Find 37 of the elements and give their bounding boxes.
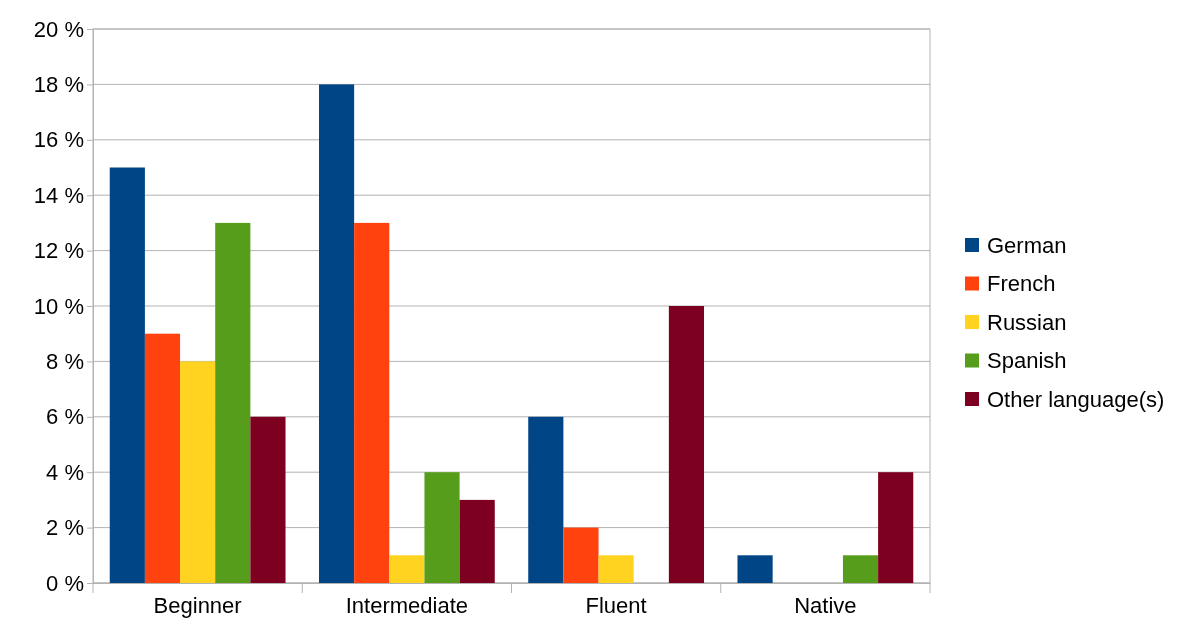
bar — [878, 472, 914, 583]
legend-label: German — [987, 232, 1067, 258]
bar — [563, 527, 599, 583]
x-tick-label: Fluent — [585, 592, 647, 618]
y-tick-label: 8 % — [46, 348, 84, 374]
bar — [668, 306, 705, 583]
legend-label: Spanish — [987, 348, 1067, 374]
y-tick-label: 0 % — [46, 570, 84, 596]
legend-label: Other language(s) — [987, 386, 1165, 412]
bar — [737, 555, 773, 583]
bar — [215, 222, 251, 583]
bar — [424, 472, 460, 583]
y-tick-label: 6 % — [46, 404, 84, 430]
y-tick-label: 16 % — [33, 127, 84, 153]
bar — [842, 555, 879, 583]
bar — [354, 222, 390, 583]
y-tick-label: 10 % — [33, 293, 84, 319]
bar — [459, 499, 495, 583]
y-tick-label: 4 % — [46, 459, 84, 485]
x-tick-label: Native — [794, 592, 857, 618]
y-tick-label: 12 % — [33, 238, 84, 264]
x-tick-label: Beginner — [153, 592, 242, 618]
bar — [180, 361, 216, 583]
bar — [144, 333, 181, 583]
bar — [528, 416, 564, 583]
legend-label: Russian — [987, 309, 1067, 335]
bar — [318, 84, 355, 583]
y-tick-label: 18 % — [33, 71, 84, 97]
legend-label: French — [987, 271, 1056, 297]
y-tick-label: 14 % — [33, 182, 84, 208]
bar — [109, 167, 145, 583]
bar — [598, 555, 634, 583]
y-tick-label: 20 % — [33, 16, 84, 42]
bar — [250, 416, 286, 583]
y-tick-label: 2 % — [46, 515, 84, 541]
x-tick-label: Intermediate — [345, 592, 469, 618]
bar — [389, 555, 425, 583]
